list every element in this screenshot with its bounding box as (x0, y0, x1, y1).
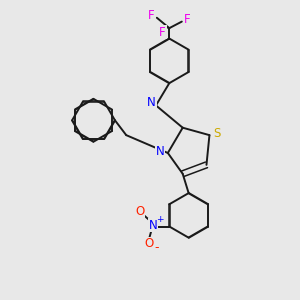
Text: F: F (184, 13, 190, 26)
Text: N: N (147, 96, 156, 109)
Text: F: F (148, 10, 155, 22)
Text: F: F (159, 26, 166, 38)
Text: -: - (154, 241, 159, 254)
Text: +: + (156, 215, 163, 224)
Text: S: S (213, 127, 220, 140)
Text: O: O (144, 237, 153, 250)
Text: N: N (156, 145, 165, 158)
Text: N: N (148, 218, 158, 232)
Text: O: O (135, 205, 144, 218)
